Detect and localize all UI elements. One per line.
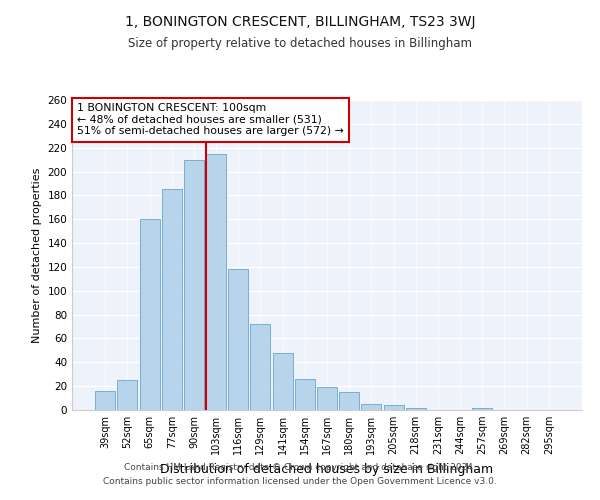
Bar [162,190,182,410]
Bar [317,388,337,410]
Bar [206,154,226,410]
Text: Size of property relative to detached houses in Billingham: Size of property relative to detached ho… [128,38,472,51]
Bar [383,405,404,410]
Bar [361,404,382,410]
Bar [184,160,204,410]
X-axis label: Distribution of detached houses by size in Billingham: Distribution of detached houses by size … [160,462,494,475]
Bar [406,408,426,410]
Bar [472,408,492,410]
Bar [95,391,115,410]
Bar [140,219,160,410]
Text: Contains public sector information licensed under the Open Government Licence v3: Contains public sector information licen… [103,477,497,486]
Text: 1 BONINGTON CRESCENT: 100sqm
← 48% of detached houses are smaller (531)
51% of s: 1 BONINGTON CRESCENT: 100sqm ← 48% of de… [77,103,344,136]
Bar [295,379,315,410]
Bar [250,324,271,410]
Bar [118,380,137,410]
Bar [228,270,248,410]
Bar [272,353,293,410]
Text: Contains HM Land Registry data © Crown copyright and database right 2024.: Contains HM Land Registry data © Crown c… [124,464,476,472]
Text: 1, BONINGTON CRESCENT, BILLINGHAM, TS23 3WJ: 1, BONINGTON CRESCENT, BILLINGHAM, TS23 … [125,15,475,29]
Y-axis label: Number of detached properties: Number of detached properties [32,168,42,342]
Bar [339,392,359,410]
